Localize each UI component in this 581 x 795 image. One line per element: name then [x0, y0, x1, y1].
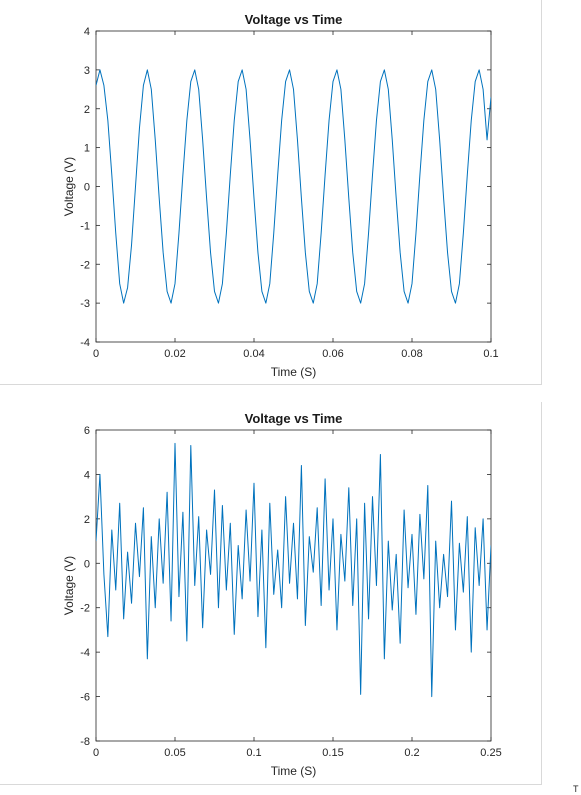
chart-title: Voltage vs Time	[245, 411, 343, 426]
x-tick-label: 0.15	[322, 747, 343, 759]
y-axis-label: Voltage (V)	[62, 556, 76, 615]
y-tick-label: 4	[84, 469, 90, 481]
y-tick-label: 2	[84, 514, 90, 526]
x-tick-label: 0	[93, 348, 99, 360]
y-tick-label: -6	[80, 692, 90, 704]
chart-voltage-vs-time-bottom: 0 0.05 0.1 0.15 0.2 0.25 -8 -6 -4 -2 0 2 4 6 Voltage v…	[62, 411, 502, 778]
series-line	[96, 69, 491, 304]
figure-panel-bottom: 0 0.05 0.1 0.15 0.2 0.25 -8 -6 -4 -2 0 2 4 6 Voltage v…	[0, 402, 542, 785]
axes-box	[95, 429, 492, 742]
y-tick-label: -8	[80, 736, 90, 748]
y-tick-label: -4	[80, 647, 90, 659]
x-tick-label: 0.06	[322, 348, 343, 360]
series-line	[96, 442, 491, 698]
y-tick-label: 6	[84, 425, 90, 437]
x-tick-label: 0.08	[401, 348, 422, 360]
y-tick-label: 0	[84, 558, 90, 570]
x-tick-label: 0.04	[243, 348, 264, 360]
y-tick-label: 2	[84, 104, 90, 116]
x-tick-label: 0.02	[164, 348, 185, 360]
x-tick-label: 0.1	[483, 348, 498, 360]
y-tick-label: -2	[80, 259, 90, 271]
chart-title: Voltage vs Time	[245, 12, 343, 27]
y-tick-label: -2	[80, 603, 90, 615]
x-axis-label: Time (S)	[271, 365, 317, 379]
y-tick-label: 4	[84, 26, 90, 38]
x-tick-label: 0.1	[246, 747, 261, 759]
x-tick-label: 0	[93, 747, 99, 759]
y-tick-label: 3	[84, 65, 90, 77]
axes-box	[95, 30, 492, 343]
figure-panel-top: 0 0.02 0.04 0.06 0.08 0.1 -4 -3 -2 -1 0 1 2 3 4 Voltage…	[0, 0, 542, 385]
chart-voltage-vs-time-top: 0 0.02 0.04 0.06 0.08 0.1 -4 -3 -2 -1 0 1 2 3 4 Voltage…	[62, 12, 499, 379]
y-tick-label: 0	[84, 182, 90, 194]
x-tick-label: 0.2	[404, 747, 419, 759]
y-tick-label: 1	[84, 143, 90, 155]
y-tick-label: -3	[80, 298, 90, 310]
y-axis-label: Voltage (V)	[62, 157, 76, 216]
x-tick-label: 0.05	[164, 747, 185, 759]
x-axis-label: Time (S)	[271, 764, 317, 778]
y-tick-label: -4	[80, 337, 90, 349]
stray-text: T	[573, 784, 579, 794]
x-tick-label: 0.25	[480, 747, 501, 759]
y-tick-label: -1	[80, 220, 90, 232]
